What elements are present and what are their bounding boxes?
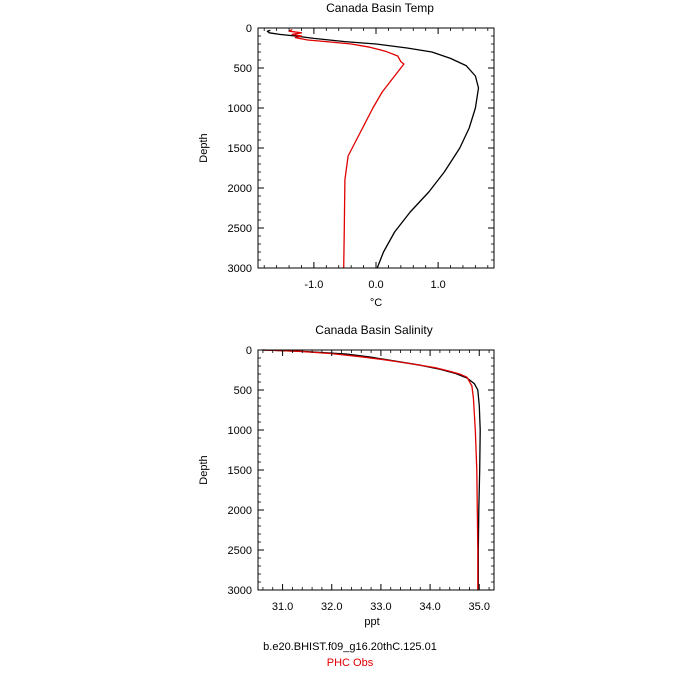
salinity-xtick-label: 35.0 — [469, 601, 490, 613]
temp-ytick-label: 2500 — [228, 223, 252, 235]
temp-ytick-label: 0 — [246, 23, 252, 35]
temp-ytick-label: 1500 — [228, 143, 252, 155]
temp-xtick-label: -1.0 — [304, 279, 323, 291]
salinity-ytick-label: 0 — [246, 345, 252, 357]
salinity-xtick-label: 33.0 — [370, 601, 391, 613]
temp-ytick-label: 2000 — [228, 183, 252, 195]
legend-obs: PHC Obs — [0, 657, 700, 669]
legend-obs-label: PHC Obs — [326, 657, 374, 669]
salinity-ytick-label: 2000 — [228, 505, 252, 517]
temp-ytick-label: 1000 — [228, 103, 252, 115]
salinity-ytick-label: 1500 — [228, 465, 252, 477]
salinity-xtick-label: 32.0 — [321, 601, 342, 613]
salinity-ylabel: Depth — [198, 455, 210, 484]
salinity-xlabel: ppt — [364, 616, 379, 628]
legend-model-label: b.e20.BHIST.f09_g16.20thC.125.01 — [263, 641, 437, 653]
salinity-title: Canada Basin Salinity — [315, 323, 432, 337]
temp-xtick-label: 0.0 — [368, 279, 383, 291]
legend-model: b.e20.BHIST.f09_g16.20thC.125.01 — [0, 641, 700, 653]
temp-xlabel: °C — [370, 297, 382, 309]
salinity-xtick-label: 31.0 — [272, 601, 293, 613]
temp-series-obs-line — [288, 29, 405, 269]
temp-series-model-line — [266, 29, 480, 269]
salinity-ytick-label: 500 — [234, 385, 252, 397]
chart-canvas: Canada Basin Temp °C Depth Canada Basin … — [198, 1, 495, 628]
temp-ytick-label: 3000 — [228, 263, 252, 275]
salinity-xtick-label: 34.0 — [419, 601, 440, 613]
salinity-ytick-label: 1000 — [228, 425, 252, 437]
salinity-plot-frame — [257, 349, 495, 591]
salinity-ytick-label: 2500 — [228, 545, 252, 557]
salinity-ytick-label: 3000 — [228, 585, 252, 597]
temp-title: Canada Basin Temp — [326, 1, 434, 15]
salinity-series-obs-line — [262, 349, 479, 590]
temp-ytick-label: 500 — [234, 63, 252, 75]
temp-xtick-label: 1.0 — [430, 279, 445, 291]
salinity-series-model-line — [262, 349, 481, 590]
temp-ylabel: Depth — [198, 133, 210, 162]
temp-plot-frame — [257, 27, 495, 269]
